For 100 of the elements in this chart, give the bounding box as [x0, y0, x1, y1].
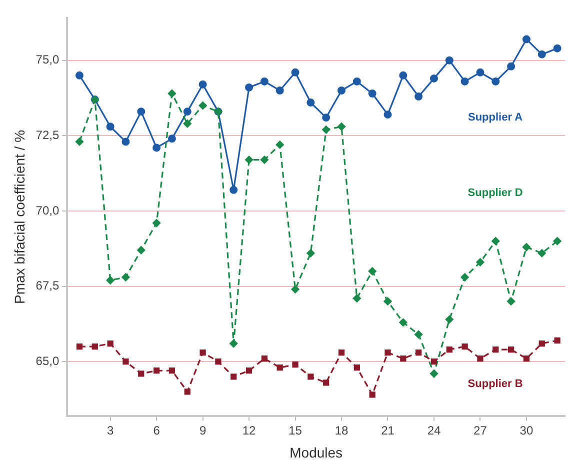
point [122, 273, 130, 282]
point [522, 35, 530, 44]
point [507, 62, 516, 70]
point [291, 285, 300, 294]
point [106, 122, 114, 131]
point [198, 102, 207, 110]
point [168, 134, 176, 143]
x-tick-label: 21 [381, 423, 395, 438]
point [152, 144, 161, 152]
point [308, 374, 314, 380]
text: Supplier D [468, 187, 523, 200]
point [399, 318, 408, 326]
point [183, 108, 192, 116]
point [538, 249, 546, 258]
point [215, 358, 222, 365]
point [416, 349, 422, 356]
point [323, 380, 330, 386]
point [230, 340, 238, 348]
point [230, 374, 237, 380]
x-axis-title: Modules [290, 444, 343, 460]
point [245, 83, 254, 92]
point [230, 186, 238, 194]
point [462, 343, 468, 350]
point [430, 74, 438, 82]
point [200, 349, 206, 356]
point [168, 368, 176, 374]
point [384, 297, 392, 306]
y-tick-label: 72,5 [36, 128, 60, 142]
point [508, 346, 514, 353]
point [445, 56, 454, 64]
point [292, 362, 298, 368]
point [430, 358, 438, 365]
point [137, 108, 146, 116]
point [291, 68, 300, 76]
point [137, 246, 146, 254]
x-tick-label: 12 [242, 423, 256, 438]
point [476, 68, 484, 76]
point [153, 368, 160, 374]
point [152, 219, 161, 228]
point [92, 343, 98, 350]
point [75, 138, 84, 146]
text: Supplier A [468, 112, 523, 124]
point [122, 358, 129, 365]
point [168, 90, 176, 98]
x-tick-label: 27 [474, 423, 488, 438]
point [522, 243, 530, 252]
point [446, 346, 452, 353]
point [507, 297, 516, 306]
point [492, 237, 500, 246]
point [306, 249, 315, 258]
point [523, 356, 530, 362]
y-tick-label: 65,0 [36, 354, 60, 368]
point [553, 237, 562, 246]
point [338, 122, 346, 131]
point [460, 273, 469, 282]
point [260, 77, 268, 86]
point [245, 156, 254, 164]
point [476, 258, 484, 266]
point [553, 44, 562, 52]
point [76, 343, 83, 350]
point [554, 337, 560, 344]
point [538, 340, 545, 347]
point [384, 110, 392, 119]
point [246, 368, 252, 374]
point [138, 370, 144, 377]
x-tick-label: 24 [427, 423, 441, 438]
point [460, 77, 469, 86]
point [399, 71, 408, 80]
point [306, 98, 315, 107]
x-tick-label: 15 [288, 423, 302, 438]
point [368, 90, 376, 98]
point [400, 356, 406, 362]
point [414, 330, 423, 338]
y-axis-title: Pmax bifacial coefficient / % [11, 130, 28, 304]
point [198, 80, 207, 88]
point [122, 138, 130, 146]
point [538, 50, 546, 58]
point [261, 356, 268, 362]
point [414, 92, 423, 101]
x-tick-label: 3 [106, 423, 114, 438]
point [276, 86, 284, 94]
y-tick-label: 75,0 [36, 52, 60, 67]
point [368, 267, 376, 276]
point [352, 294, 361, 302]
point [276, 364, 283, 371]
point [384, 349, 391, 356]
x-tick-label: 9 [199, 423, 206, 438]
y-tick-label: 67,5 [36, 278, 60, 293]
point [106, 276, 114, 284]
point [492, 346, 499, 353]
point [430, 370, 438, 378]
point [107, 340, 114, 347]
point [477, 356, 484, 362]
point [445, 315, 454, 324]
x-tick-label: 30 [520, 423, 534, 438]
point [338, 349, 345, 356]
point [260, 156, 268, 164]
point [354, 364, 360, 371]
y-tick-label: 70,0 [36, 203, 60, 218]
series-label: Supplier B [468, 378, 523, 390]
